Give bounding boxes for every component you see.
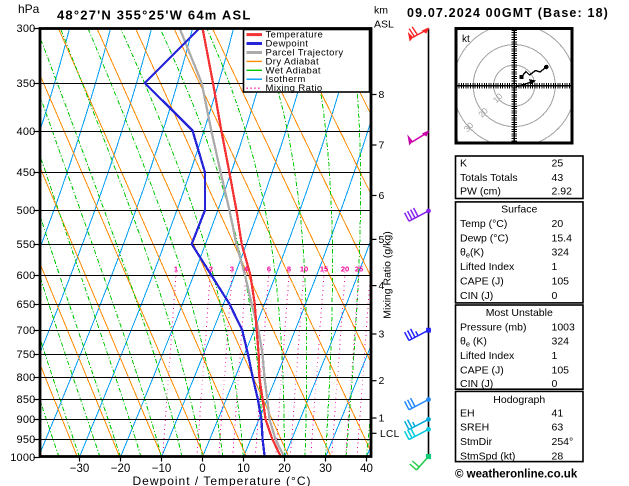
svg-text:EH: EH xyxy=(460,407,475,419)
svg-text:ASL: ASL xyxy=(374,19,394,31)
svg-text:10: 10 xyxy=(300,265,308,274)
svg-text:25: 25 xyxy=(355,265,363,274)
svg-text:Lifted Index: Lifted Index xyxy=(460,350,515,362)
svg-text:1003: 1003 xyxy=(552,321,576,333)
svg-text:hPa: hPa xyxy=(18,2,40,16)
svg-text:−10: −10 xyxy=(152,463,172,475)
svg-text:Parcel Trajectory: Parcel Trajectory xyxy=(266,48,344,59)
svg-text:25: 25 xyxy=(552,158,564,170)
svg-text:8: 8 xyxy=(287,265,291,274)
svg-text:4: 4 xyxy=(379,280,385,292)
svg-text:600: 600 xyxy=(17,270,36,282)
svg-text:Isotherm: Isotherm xyxy=(266,74,306,85)
svg-text:Lifted Index: Lifted Index xyxy=(460,261,515,273)
svg-text:Temperature: Temperature xyxy=(266,30,324,41)
svg-text:15: 15 xyxy=(320,265,328,274)
svg-text:40: 40 xyxy=(360,463,373,475)
svg-text:6: 6 xyxy=(379,190,385,202)
svg-text:43: 43 xyxy=(552,172,564,184)
svg-text:8: 8 xyxy=(379,89,385,101)
svg-text:Wet Adiabat: Wet Adiabat xyxy=(266,65,321,76)
svg-text:254°: 254° xyxy=(552,436,574,448)
svg-text:550: 550 xyxy=(17,239,36,251)
svg-text:2: 2 xyxy=(209,265,213,274)
svg-text:324: 324 xyxy=(552,336,570,348)
svg-text:950: 950 xyxy=(17,434,36,446)
svg-text:20: 20 xyxy=(341,265,349,274)
svg-text:Dry Adiabat: Dry Adiabat xyxy=(266,56,320,67)
svg-text:© weatheronline.co.uk: © weatheronline.co.uk xyxy=(455,469,578,481)
svg-text:324: 324 xyxy=(552,247,570,259)
svg-text:−30: −30 xyxy=(70,463,90,475)
svg-text:28: 28 xyxy=(552,451,564,463)
svg-text:63: 63 xyxy=(552,422,564,434)
svg-text:1000: 1000 xyxy=(10,452,35,464)
svg-text:750: 750 xyxy=(17,349,36,361)
svg-text:Totals Totals: Totals Totals xyxy=(460,172,518,184)
svg-text:CAPE (J): CAPE (J) xyxy=(460,276,504,288)
svg-text:10: 10 xyxy=(237,463,250,475)
svg-text:900: 900 xyxy=(17,414,36,426)
svg-text:15.4: 15.4 xyxy=(552,232,573,244)
svg-text:4: 4 xyxy=(244,265,249,274)
svg-text:SREH: SREH xyxy=(460,422,489,434)
svg-text:km: km xyxy=(374,5,388,17)
svg-text:LCL: LCL xyxy=(380,429,400,440)
svg-text:1: 1 xyxy=(174,265,178,274)
svg-text:3: 3 xyxy=(379,329,385,341)
svg-text:6: 6 xyxy=(267,265,271,274)
svg-text:kt: kt xyxy=(462,34,470,45)
svg-text:2: 2 xyxy=(379,375,385,387)
svg-text:800: 800 xyxy=(17,372,36,384)
svg-text:Mixing Ratio (g/kg): Mixing Ratio (g/kg) xyxy=(382,231,394,319)
svg-text:105: 105 xyxy=(552,276,570,288)
svg-text:θe (K): θe (K) xyxy=(460,336,487,349)
svg-text:105: 105 xyxy=(552,364,570,376)
svg-text:1: 1 xyxy=(552,261,558,273)
svg-text:1: 1 xyxy=(379,413,385,425)
svg-text:Pressure (mb): Pressure (mb) xyxy=(460,321,527,333)
svg-text:PW (cm): PW (cm) xyxy=(460,185,501,197)
svg-text:Hodograph: Hodograph xyxy=(493,394,545,406)
svg-text:−20: −20 xyxy=(111,463,131,475)
svg-text:7: 7 xyxy=(379,140,385,152)
svg-text:Dewp (°C): Dewp (°C) xyxy=(460,232,509,244)
svg-text:Dewpoint: Dewpoint xyxy=(266,39,309,50)
svg-text:K: K xyxy=(460,158,467,170)
svg-text:30: 30 xyxy=(319,463,332,475)
svg-text:41: 41 xyxy=(552,407,564,419)
svg-text:Mixing Ratio: Mixing Ratio xyxy=(266,83,323,94)
svg-text:20: 20 xyxy=(278,463,291,475)
svg-text:5: 5 xyxy=(379,234,385,246)
svg-text:700: 700 xyxy=(17,325,36,337)
svg-text:09.07.2024 00GMT (Base: 18): 09.07.2024 00GMT (Base: 18) xyxy=(407,6,609,20)
svg-text:350: 350 xyxy=(17,78,36,90)
svg-text:3: 3 xyxy=(230,265,234,274)
svg-text:Surface: Surface xyxy=(501,203,537,215)
svg-text:500: 500 xyxy=(17,205,36,217)
svg-text:400: 400 xyxy=(17,126,36,138)
svg-text:StmDir: StmDir xyxy=(460,436,493,448)
svg-text:0: 0 xyxy=(552,290,558,302)
svg-text:Most Unstable: Most Unstable xyxy=(486,307,553,319)
svg-text:650: 650 xyxy=(17,299,36,311)
svg-text:48°27'N 355°25'W 64m ASL: 48°27'N 355°25'W 64m ASL xyxy=(57,8,251,23)
svg-text:StmSpd (kt): StmSpd (kt) xyxy=(460,451,515,463)
svg-text:20: 20 xyxy=(552,218,564,230)
svg-text:Temp (°C): Temp (°C) xyxy=(460,218,507,230)
svg-text:CIN (J): CIN (J) xyxy=(460,378,493,390)
svg-text:1: 1 xyxy=(552,350,558,362)
svg-text:Dewpoint / Temperature (°C): Dewpoint / Temperature (°C) xyxy=(133,474,312,486)
svg-text:300: 300 xyxy=(17,23,36,35)
svg-text:0: 0 xyxy=(199,463,205,475)
svg-text:CIN (J): CIN (J) xyxy=(460,290,493,302)
svg-text:0: 0 xyxy=(552,378,558,390)
svg-text:2.92: 2.92 xyxy=(552,185,573,197)
svg-text:850: 850 xyxy=(17,394,36,406)
svg-text:450: 450 xyxy=(17,167,36,179)
svg-text:CAPE (J): CAPE (J) xyxy=(460,364,504,376)
svg-text:θe(K): θe(K) xyxy=(460,247,484,260)
